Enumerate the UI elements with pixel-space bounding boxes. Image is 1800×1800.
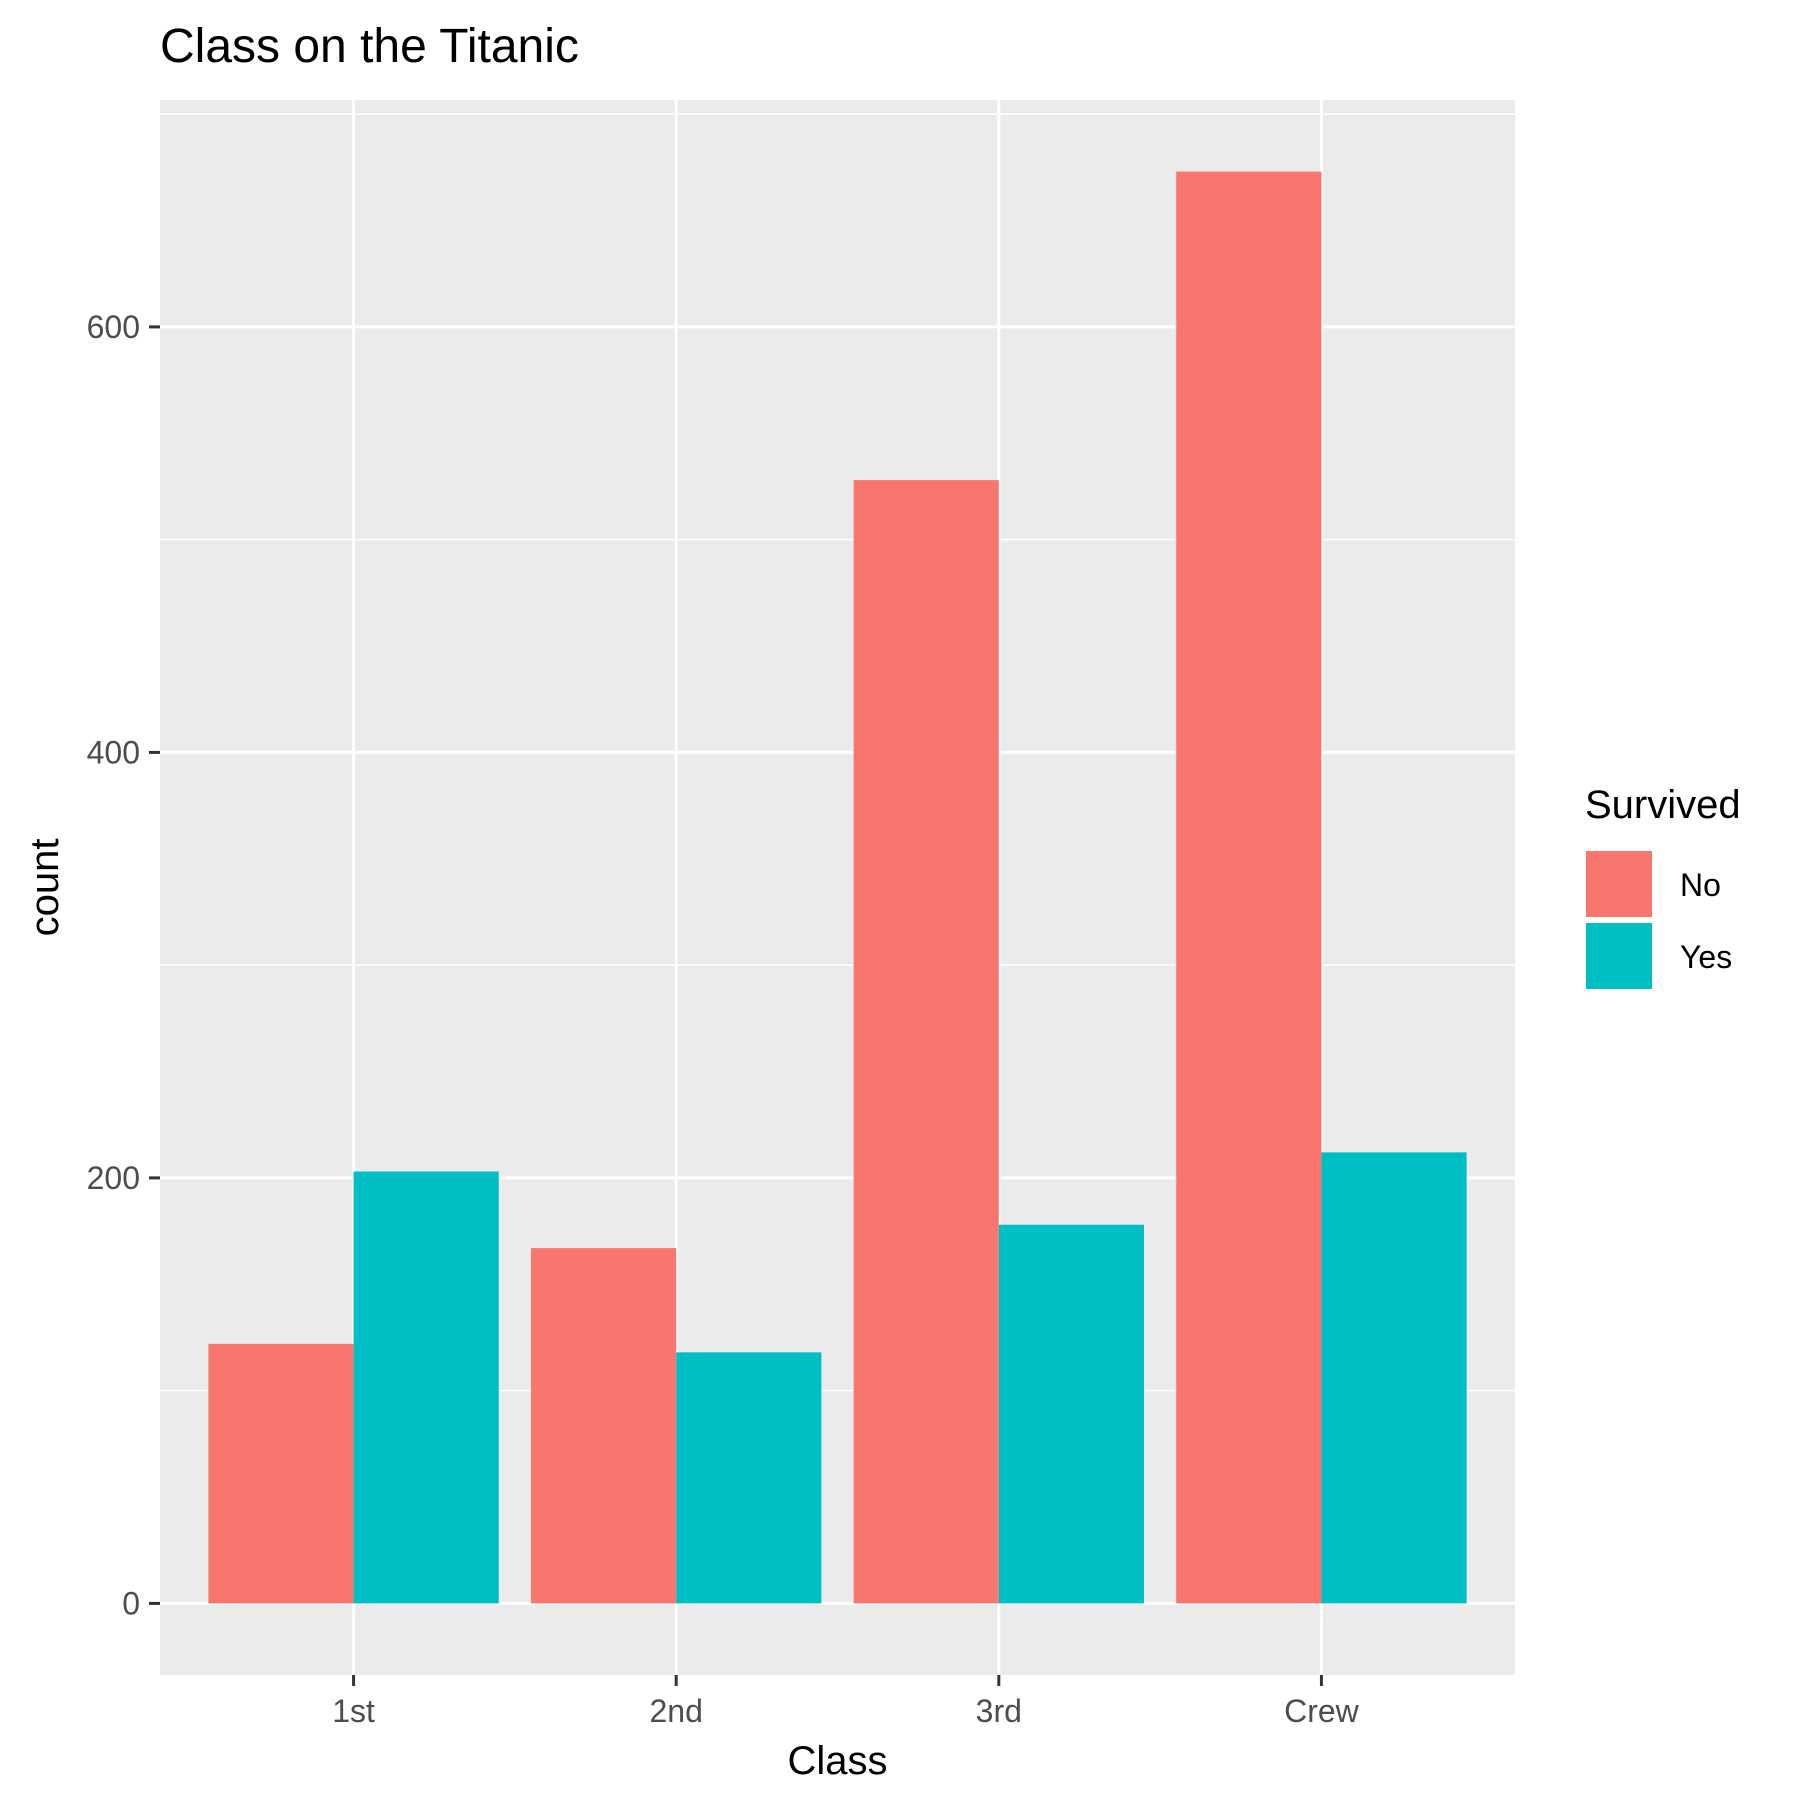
x-axis: 1st 2nd 3rd Crew <box>332 1675 1360 1729</box>
legend-label-yes: Yes <box>1680 939 1732 975</box>
y-tick-label: 200 <box>87 1160 140 1196</box>
bar-yes-2nd <box>676 1352 822 1604</box>
legend-key-no <box>1584 849 1654 919</box>
bar-yes-1st <box>353 1171 499 1604</box>
legend-label-no: No <box>1680 867 1721 903</box>
legend-key-yes <box>1584 921 1654 991</box>
x-tick-label: Crew <box>1284 1693 1360 1729</box>
legend: Survived No Yes <box>1584 783 1741 991</box>
bar-no-3rd <box>853 480 999 1604</box>
y-tick-label: 400 <box>87 734 140 770</box>
x-tick-label: 2nd <box>649 1693 702 1729</box>
y-tick-label: 0 <box>122 1585 140 1621</box>
bar-yes-crew <box>1321 1152 1467 1604</box>
x-axis-title: Class <box>787 1739 887 1783</box>
y-axis: 0 200 400 600 <box>87 309 160 1621</box>
bar-yes-3rd <box>998 1224 1144 1604</box>
legend-title: Survived <box>1585 783 1741 827</box>
bars <box>208 171 1467 1604</box>
bar-no-1st <box>208 1343 354 1604</box>
x-tick-label: 1st <box>332 1693 375 1729</box>
chart-title: Class on the Titanic <box>160 20 579 73</box>
bar-no-crew <box>1176 171 1322 1604</box>
bar-no-2nd <box>531 1248 677 1604</box>
x-tick-label: 3rd <box>976 1693 1022 1729</box>
y-tick-label: 600 <box>87 309 140 345</box>
y-axis-title: count <box>23 839 67 937</box>
